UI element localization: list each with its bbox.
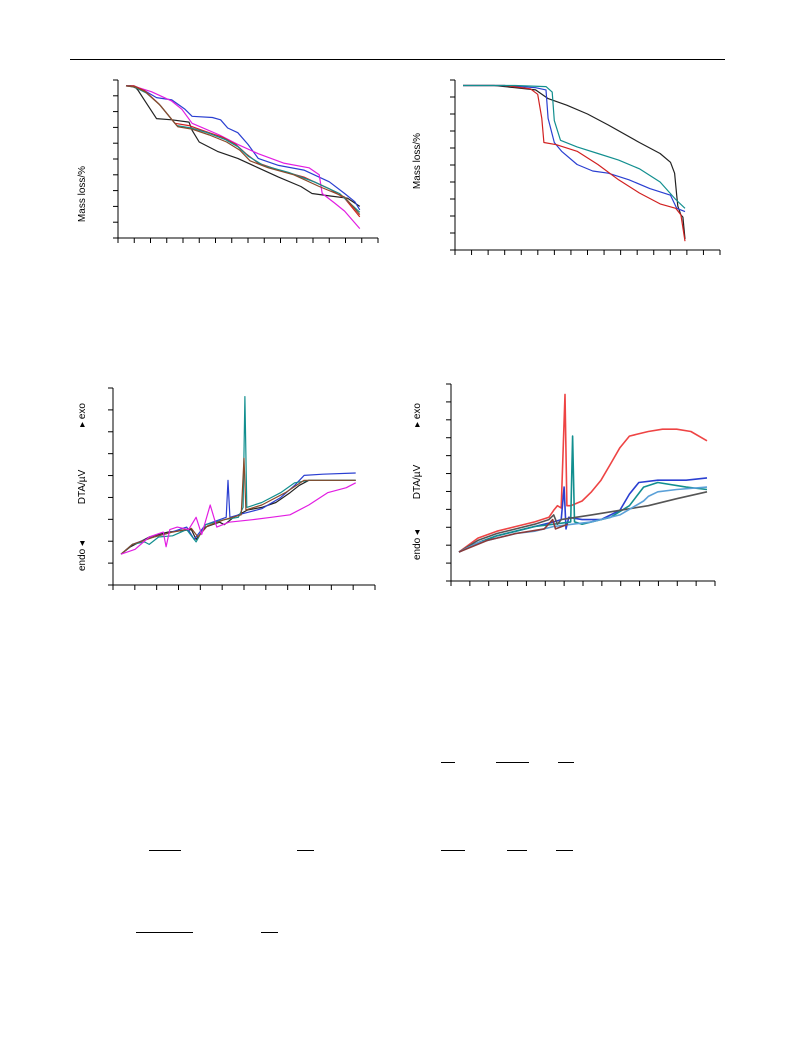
dta-right-axes (446, 383, 716, 586)
tg-right-series (463, 84, 686, 242)
dta-left-endo-label: endo ◂ (77, 541, 88, 571)
tg-left-series-line-5 (125, 85, 361, 215)
tg-left-series-line-2 (125, 85, 361, 229)
dta-right-endo-text: endo (412, 537, 423, 560)
tg-left-series (125, 85, 361, 229)
dta-left-series-line-2 (120, 396, 356, 555)
tg-right-series-line-2 (463, 84, 686, 242)
tg-left-axes (113, 79, 379, 243)
dta-right-series (458, 393, 708, 553)
dta-left-axes (108, 387, 376, 590)
dta-right-series-line-3 (458, 491, 708, 553)
fraction-bar (441, 762, 455, 763)
fraction-bar (507, 850, 527, 851)
dta-right-exo-arrow-icon: ▸ (412, 419, 423, 427)
tg-left-ylabel: Mass loss/% (77, 166, 88, 222)
dta-right-ylabel: DTA/µV (412, 464, 423, 499)
dta-left-exo-label: ▸ exo (77, 403, 88, 427)
dta-left-series-line-3 (120, 457, 356, 555)
tg-right-ylabel: Mass loss/% (412, 133, 423, 189)
fraction-bar (496, 762, 529, 763)
fraction-bar (558, 762, 574, 763)
fraction-bar (441, 850, 465, 851)
tg-left-series-line-1 (126, 85, 361, 211)
dta-right-exo-text: exo (412, 403, 423, 420)
fraction-bar (136, 932, 193, 933)
tg-right-series-line-3 (463, 84, 686, 209)
dta-left-series (120, 396, 356, 555)
tg-right-axes (450, 79, 721, 255)
tg-left-series-line-0 (126, 85, 361, 207)
dta-left-exo-arrow-icon: ▸ (77, 419, 88, 427)
dta-right-series-line-2 (458, 435, 708, 553)
dta-right-chart: ▸ exo DTA/µV endo ◂ (412, 383, 716, 586)
tg-left-series-line-4 (125, 85, 361, 213)
dta-left-endo-text: endo (77, 548, 88, 571)
dta-left-endo-arrow-icon: ◂ (77, 541, 88, 549)
tg-right-chart: Mass loss/% (412, 79, 721, 255)
dta-right-series-line-1 (458, 477, 708, 553)
dta-right-series-line-5 (458, 518, 569, 553)
fraction-bar (297, 850, 314, 851)
dta-left-series-line-4 (120, 482, 356, 555)
dta-left-ylabel: DTA/µV (77, 469, 88, 504)
fraction-bar (261, 932, 278, 933)
tg-left-chart: Mass loss/% (77, 79, 379, 243)
fraction-bar (149, 850, 181, 851)
tg-right-series-line-1 (463, 84, 686, 213)
fraction-bar (556, 850, 573, 851)
dta-right-endo-label: endo ◂ (412, 530, 423, 560)
dta-left-chart: ▸ exo DTA/µV endo ◂ (77, 387, 376, 590)
header-rule (70, 59, 725, 60)
dta-right-exo-label: ▸ exo (412, 403, 423, 427)
dta-left-exo-text: exo (77, 403, 88, 420)
dta-right-series-line-0 (458, 393, 708, 553)
dta-right-endo-arrow-icon: ◂ (412, 530, 423, 538)
dta-left-series-line-1 (120, 472, 356, 555)
